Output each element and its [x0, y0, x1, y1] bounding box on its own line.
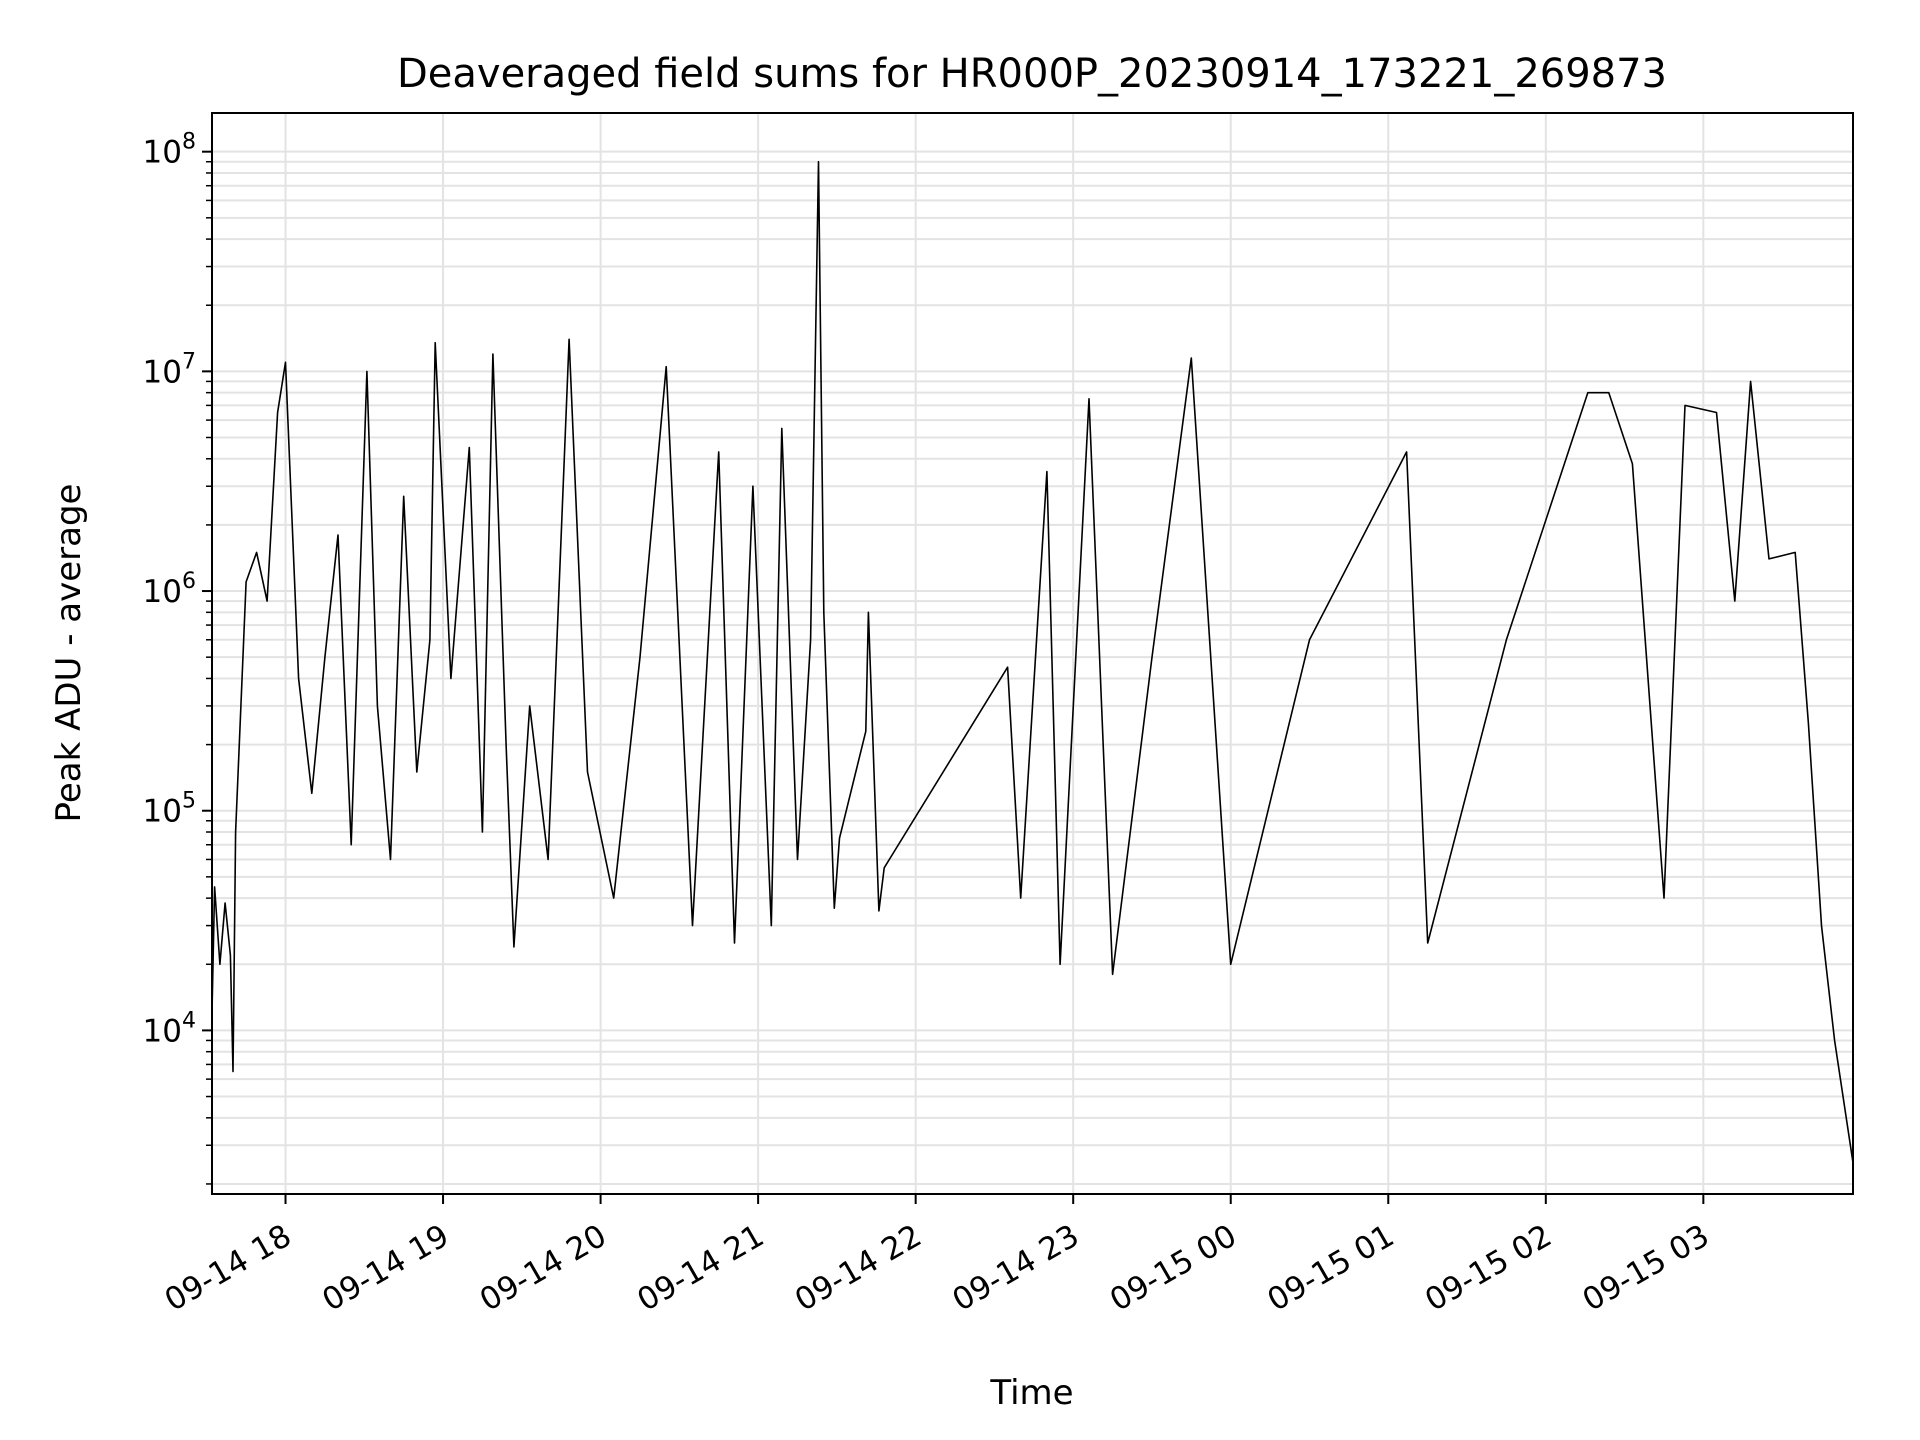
series-line	[211, 160, 1854, 1163]
grid-layer	[212, 113, 1853, 1194]
plot-frame	[211, 112, 1854, 1195]
y-tick-label: 105	[143, 789, 196, 830]
chart-title: Deaveraged field sums for HR000P_2023091…	[397, 51, 1667, 97]
y-tick-label: 108	[143, 130, 196, 171]
y-tick-label: 104	[143, 1008, 196, 1049]
data-layer	[211, 160, 1854, 1163]
y-tick-label: 107	[143, 349, 196, 390]
y-tick-label: 106	[143, 569, 196, 610]
y-axis-label: Peak ADU - average	[49, 484, 89, 823]
x-axis-label: Time	[989, 1373, 1073, 1413]
